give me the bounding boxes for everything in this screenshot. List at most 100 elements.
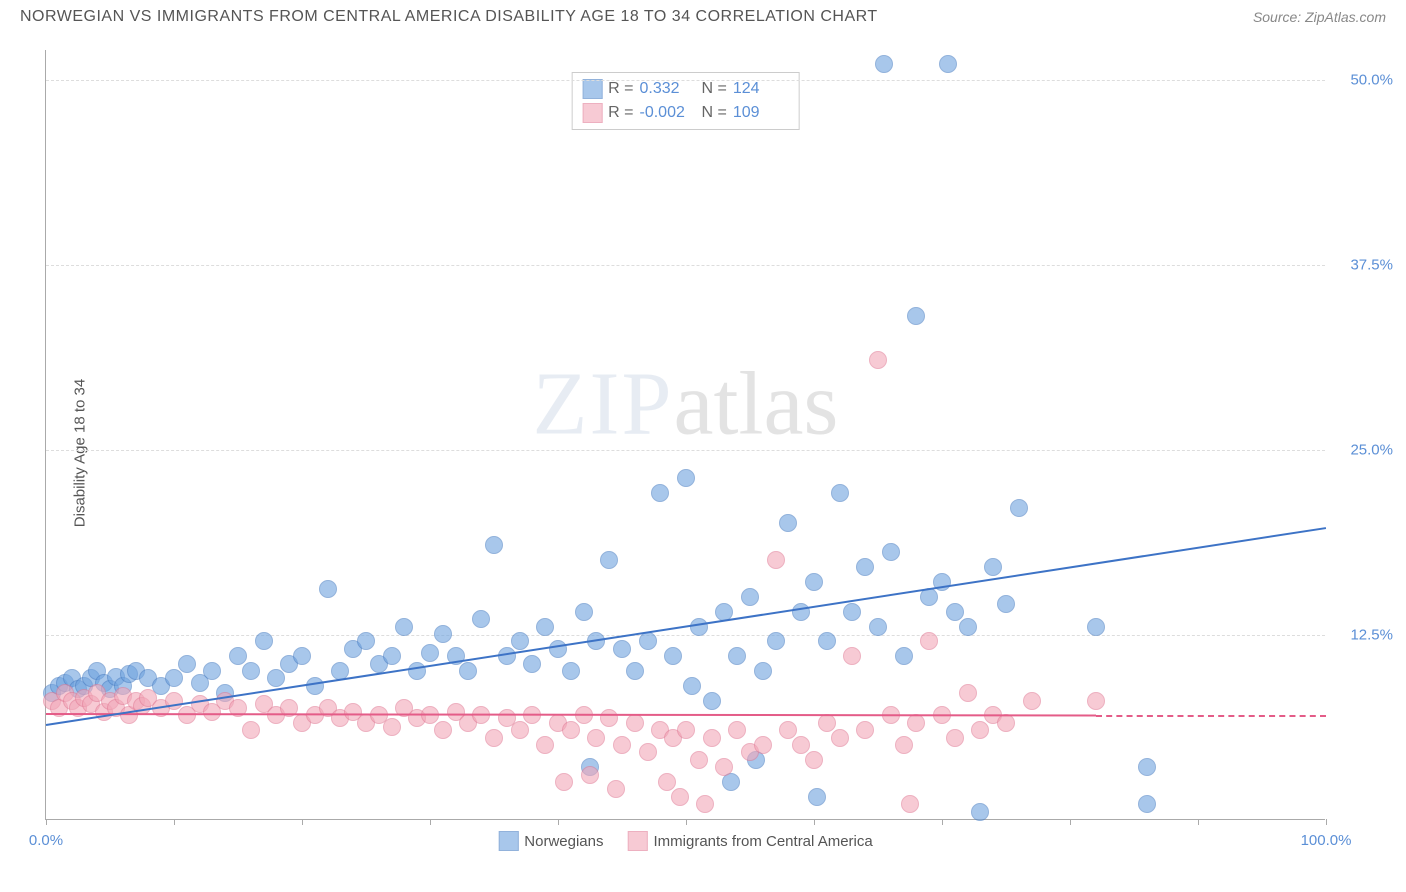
data-point (971, 721, 989, 739)
x-tick (174, 819, 175, 825)
data-point (895, 647, 913, 665)
data-point (639, 632, 657, 650)
data-point (959, 618, 977, 636)
data-point (856, 721, 874, 739)
data-point (920, 632, 938, 650)
data-point (818, 632, 836, 650)
x-tick (46, 819, 47, 825)
data-point (907, 307, 925, 325)
data-point (658, 773, 676, 791)
data-point (1138, 795, 1156, 813)
data-point (498, 647, 516, 665)
gridline (46, 635, 1325, 636)
data-point (901, 795, 919, 813)
data-point (741, 588, 759, 606)
x-tick-label-min: 0.0% (29, 832, 63, 849)
data-point (856, 558, 874, 576)
data-point (984, 558, 1002, 576)
data-point (728, 721, 746, 739)
swatch-legend1 (498, 831, 518, 851)
data-point (575, 603, 593, 621)
data-point (767, 551, 785, 569)
data-point (651, 484, 669, 502)
watermark: ZIPatlas (533, 352, 839, 455)
data-point (626, 714, 644, 732)
data-point (242, 721, 260, 739)
y-tick-label: 12.5% (1350, 626, 1393, 643)
chart-title: NORWEGIAN VS IMMIGRANTS FROM CENTRAL AME… (20, 8, 878, 26)
data-point (434, 721, 452, 739)
data-point (728, 647, 746, 665)
data-point (607, 780, 625, 798)
y-tick-label: 50.0% (1350, 71, 1393, 88)
swatch-legend2 (627, 831, 647, 851)
chart-header: NORWEGIAN VS IMMIGRANTS FROM CENTRAL AME… (0, 0, 1406, 30)
data-point (485, 536, 503, 554)
data-point (229, 647, 247, 665)
data-point (690, 751, 708, 769)
x-tick (814, 819, 815, 825)
data-point (434, 625, 452, 643)
data-point (677, 721, 695, 739)
x-tick-label-max: 100.0% (1301, 832, 1352, 849)
data-point (1138, 758, 1156, 776)
data-point (1087, 618, 1105, 636)
data-point (1010, 499, 1028, 517)
data-point (1087, 692, 1105, 710)
data-point (779, 721, 797, 739)
x-tick (686, 819, 687, 825)
data-point (626, 662, 644, 680)
data-point (555, 773, 573, 791)
data-point (805, 751, 823, 769)
gridline (46, 450, 1325, 451)
x-tick (942, 819, 943, 825)
data-point (203, 662, 221, 680)
gridline (46, 265, 1325, 266)
stats-legend: R = 0.332 N = 124 R = -0.002 N = 109 (571, 72, 800, 130)
data-point (523, 655, 541, 673)
data-point (613, 736, 631, 754)
data-point (562, 662, 580, 680)
data-point (459, 662, 477, 680)
data-point (587, 729, 605, 747)
x-tick (1198, 819, 1199, 825)
x-tick (558, 819, 559, 825)
data-point (485, 729, 503, 747)
bottom-legend: Norwegians Immigrants from Central Ameri… (498, 831, 872, 851)
data-point (421, 644, 439, 662)
data-point (997, 595, 1015, 613)
data-point (395, 618, 413, 636)
data-point (600, 709, 618, 727)
plot-area: ZIPatlas R = 0.332 N = 124 R = -0.002 N … (45, 50, 1325, 820)
data-point (754, 736, 772, 754)
swatch-series1 (582, 79, 602, 99)
data-point (895, 736, 913, 754)
data-point (383, 647, 401, 665)
data-point (805, 573, 823, 591)
data-point (178, 655, 196, 673)
data-point (255, 632, 273, 650)
data-point (696, 795, 714, 813)
data-point (383, 718, 401, 736)
data-point (971, 803, 989, 821)
swatch-series2 (582, 103, 602, 123)
data-point (831, 729, 849, 747)
x-tick (430, 819, 431, 825)
data-point (997, 714, 1015, 732)
data-point (536, 618, 554, 636)
data-point (767, 632, 785, 650)
trend-line (1096, 715, 1326, 717)
data-point (1023, 692, 1041, 710)
data-point (875, 55, 893, 73)
data-point (779, 514, 797, 532)
data-point (562, 721, 580, 739)
data-point (511, 721, 529, 739)
chart-source: Source: ZipAtlas.com (1253, 9, 1386, 25)
data-point (683, 677, 701, 695)
data-point (792, 603, 810, 621)
data-point (831, 484, 849, 502)
data-point (754, 662, 772, 680)
data-point (843, 603, 861, 621)
data-point (946, 603, 964, 621)
data-point (959, 684, 977, 702)
